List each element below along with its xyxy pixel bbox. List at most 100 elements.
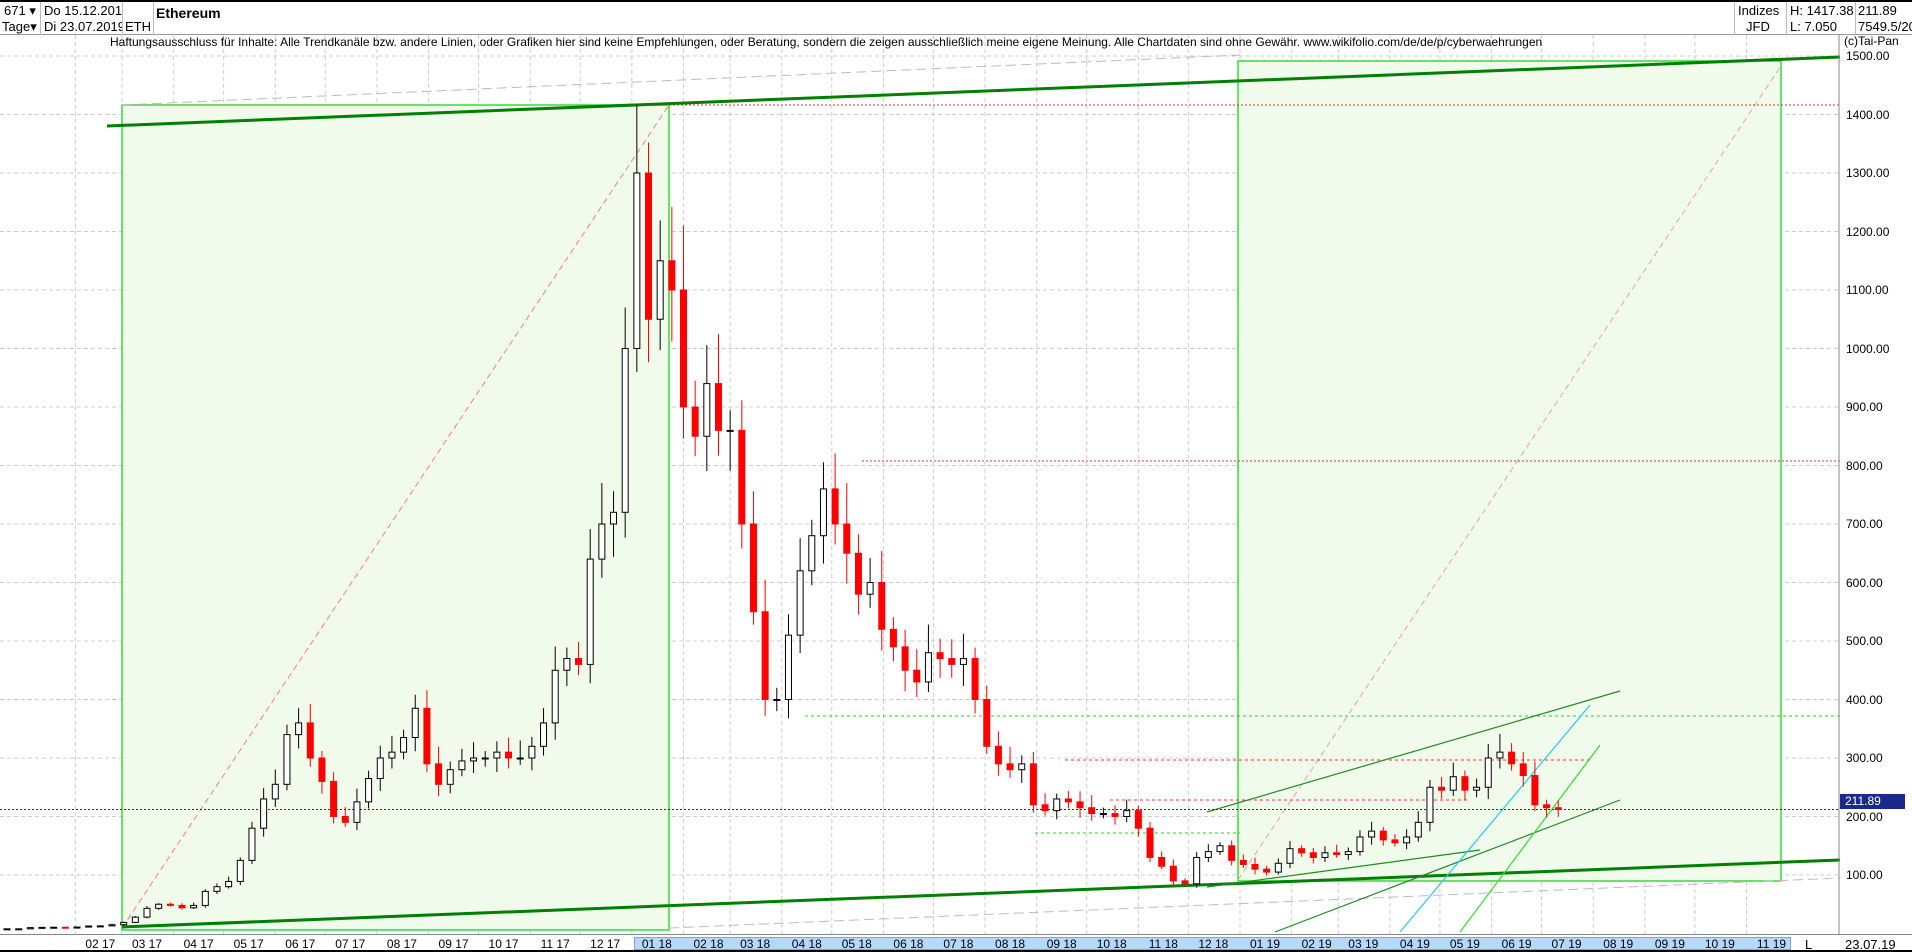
candle-body (1181, 880, 1189, 885)
gray-dash-bottom (668, 877, 1841, 929)
candle-body (598, 523, 606, 560)
candle-body (843, 523, 851, 554)
symbol: ETH (125, 19, 151, 34)
candle-body (481, 757, 489, 760)
scale-mode[interactable]: L (1805, 937, 1813, 952)
candle-body (866, 582, 874, 595)
end-date[interactable]: Di 23.07.2019 (44, 19, 122, 34)
candle-body (1403, 836, 1411, 844)
candle-body (551, 669, 559, 724)
x-tick-label: 02 17 (85, 937, 116, 951)
candle-body (1484, 757, 1492, 788)
candle-body (959, 658, 967, 665)
gray-dash-top (121, 54, 1241, 106)
channel-cyan (1399, 704, 1591, 933)
channel-mid (1206, 849, 1481, 888)
candle-body (1286, 848, 1294, 864)
x-tick-label: 11 19 (1756, 937, 1787, 951)
x-tick-label: 04 18 (791, 937, 822, 951)
candle-body (353, 801, 361, 823)
diag-red-2 (1237, 65, 1782, 881)
bar-count: 671 (4, 3, 26, 18)
time-axis[interactable]: 02 17 03 17 04 17 05 17 06 17 07 17 08 17 09 17… (0, 934, 1912, 952)
candle-body (540, 722, 548, 747)
x-tick-label: 06 18 (893, 937, 924, 951)
candle-body (1099, 813, 1107, 816)
x-tick-label: 01 18 (641, 937, 672, 951)
candle-body (1111, 813, 1119, 818)
x-tick-label: 08 18 (995, 937, 1026, 951)
period-select[interactable]: Tage▾ (2, 19, 37, 34)
footer-date: 23.07.19 (1845, 937, 1896, 952)
candle-body (668, 260, 676, 291)
y-tick-label: 300.00 (1846, 751, 1883, 765)
y-tick-label: 1400.00 (1846, 107, 1890, 122)
candle-body (586, 558, 594, 665)
x-tick-label: 09 19 (1654, 937, 1685, 951)
candle-body (714, 383, 722, 431)
chevron-down-icon: ▾ (30, 19, 37, 34)
candle-body (388, 751, 396, 759)
candle-body (1088, 807, 1096, 815)
candle-body (994, 745, 1002, 765)
x-tick-label: 10 17 (488, 937, 519, 951)
channel-green (1459, 744, 1601, 933)
candle-body (423, 707, 431, 765)
candle-body (563, 658, 571, 671)
x-tick-label: 05 19 (1449, 937, 1480, 951)
candle-body (1064, 798, 1072, 803)
x-tick-label: 05 18 (841, 937, 872, 951)
candle-body (656, 260, 664, 320)
candle-body (376, 757, 384, 779)
candle-body (435, 763, 443, 785)
annotations (0, 54, 1841, 933)
candle-body (1134, 810, 1142, 829)
candle-body (948, 658, 956, 665)
candle-body (575, 658, 583, 665)
candle-body (166, 903, 174, 906)
x-tick-label: 04 19 (1399, 937, 1430, 951)
candle-body (738, 429, 746, 525)
candle-body (108, 924, 116, 927)
candle-body (819, 488, 827, 537)
candle-body (85, 925, 93, 928)
extra-value: 7549.5/20 (1858, 19, 1912, 34)
candle-body (1368, 830, 1376, 838)
candle-body (854, 552, 862, 595)
candle-body (143, 907, 151, 918)
candle-body (446, 769, 454, 785)
x-tick-label: 10 19 (1704, 937, 1735, 951)
candle-body (808, 535, 816, 572)
candle-body (1228, 845, 1236, 861)
candle-body (784, 634, 792, 701)
candle-body (924, 652, 932, 683)
candle-body (318, 757, 326, 782)
candle-body (1029, 763, 1037, 806)
candle-body (1193, 856, 1201, 885)
y-tick-label: 1300.00 (1846, 166, 1890, 180)
candle-body (1018, 763, 1026, 771)
candle-body (516, 757, 524, 760)
candle-body (120, 921, 128, 926)
candle-body (901, 646, 909, 671)
x-tick-label: 07 19 (1551, 937, 1582, 951)
x-tick-label: 12 18 (1198, 937, 1229, 951)
candle-body (505, 751, 513, 759)
candle-body (50, 926, 58, 929)
x-tick-label: 11 17 (540, 937, 570, 951)
candle-body (1204, 851, 1212, 858)
x-tick-label: 03 18 (740, 937, 771, 951)
time-axis-selection[interactable] (634, 937, 1791, 950)
candle-body (1554, 807, 1562, 810)
candle-body (201, 890, 209, 906)
chevron-down-icon: ▾ (29, 3, 36, 18)
source: JFD (1746, 19, 1770, 34)
candle-body (3, 928, 11, 931)
candle-body (365, 777, 373, 803)
bar-count-select[interactable]: 671 ▾ (4, 3, 36, 18)
x-tick-label: 06 17 (285, 937, 316, 951)
candle-body (679, 289, 687, 408)
start-date[interactable]: Do 15.12.2016 (44, 3, 122, 18)
y-tick-label: 400.00 (1846, 692, 1883, 707)
